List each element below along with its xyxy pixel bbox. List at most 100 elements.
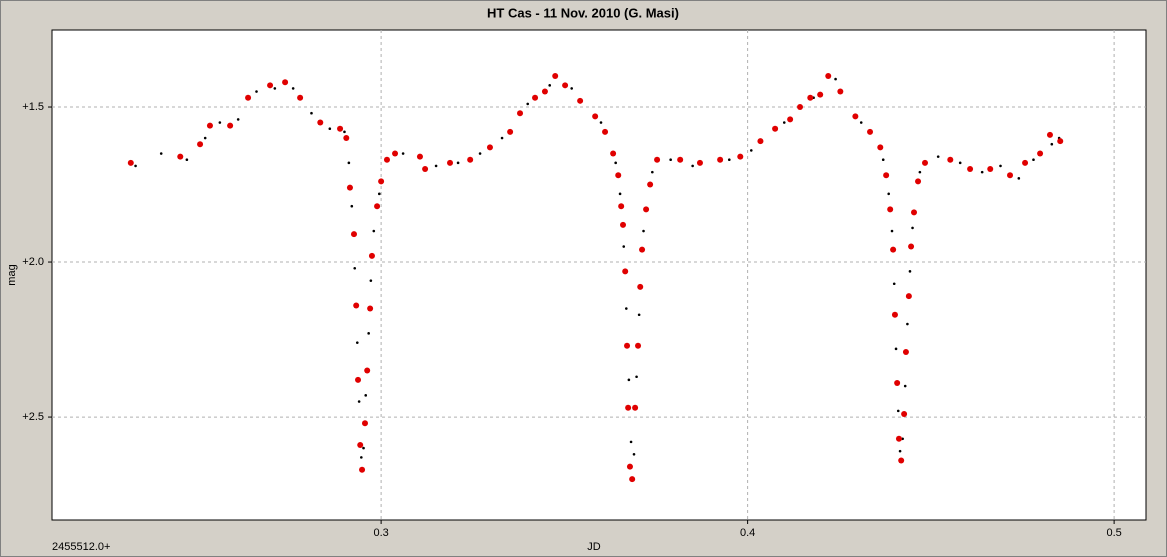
data-point <box>669 158 672 162</box>
data-point <box>825 73 832 80</box>
data-point <box>378 178 385 185</box>
data-point <box>772 125 779 132</box>
data-point <box>622 268 629 275</box>
data-point <box>677 156 684 163</box>
plot-area <box>51 29 1147 521</box>
data-point <box>632 452 636 456</box>
data-point <box>562 82 569 89</box>
data-point <box>635 375 638 379</box>
x-axis-label: JD <box>587 541 601 553</box>
data-point <box>696 159 703 166</box>
data-point <box>922 159 929 166</box>
data-point <box>911 226 914 230</box>
data-point <box>362 446 365 450</box>
data-point <box>625 307 628 310</box>
data-point <box>467 156 474 163</box>
data-point <box>577 97 584 104</box>
data-point <box>782 121 786 124</box>
data-point <box>255 90 258 93</box>
data-point <box>357 441 364 448</box>
data-point <box>592 113 599 120</box>
data-point <box>355 376 362 383</box>
data-point <box>282 79 289 86</box>
data-point <box>337 125 344 132</box>
data-point <box>749 149 753 152</box>
data-point <box>727 158 731 162</box>
data-point <box>629 476 636 483</box>
data-point <box>206 122 213 129</box>
data-point <box>291 87 295 90</box>
data-point <box>891 311 898 318</box>
data-point <box>629 440 633 444</box>
data-point <box>203 136 207 140</box>
data-point <box>691 164 694 168</box>
data-point <box>817 91 824 98</box>
data-point <box>797 104 804 111</box>
data-point <box>901 437 904 441</box>
data-point <box>364 367 371 374</box>
data-point <box>1017 177 1021 180</box>
data-point <box>552 73 559 80</box>
data-point <box>197 141 204 148</box>
data-point <box>877 144 884 151</box>
data-point <box>310 111 313 115</box>
data-point <box>887 192 891 196</box>
x-tick-label: 0.5 <box>1106 527 1121 539</box>
data-point <box>787 116 794 123</box>
data-point <box>218 121 222 124</box>
data-point <box>364 394 368 397</box>
data-point <box>958 161 962 165</box>
x-tick-label: 0.4 <box>740 527 755 539</box>
data-point <box>297 94 304 101</box>
data-point <box>350 231 357 238</box>
data-point <box>620 221 627 228</box>
data-point <box>895 435 902 442</box>
data-point <box>517 110 524 117</box>
data-point <box>447 159 454 166</box>
data-point <box>908 243 915 250</box>
data-point <box>717 156 724 163</box>
data-point <box>618 192 622 196</box>
data-point <box>905 293 912 300</box>
data-point <box>478 152 482 155</box>
data-point <box>987 166 994 173</box>
data-point <box>532 94 539 101</box>
data-point <box>999 164 1002 168</box>
data-point <box>353 266 357 270</box>
data-point <box>599 121 603 124</box>
data-point <box>359 466 366 473</box>
data-point <box>911 209 918 216</box>
y-tick-label: +2.0 <box>22 256 44 268</box>
data-point <box>374 203 381 210</box>
data-point <box>526 102 530 106</box>
data-point <box>367 332 370 335</box>
data-point <box>185 158 189 162</box>
y-tick-label: +1.5 <box>22 101 44 113</box>
data-point <box>227 122 234 129</box>
data-point <box>159 152 163 155</box>
data-point <box>908 270 912 273</box>
data-point <box>637 283 644 290</box>
data-point <box>618 203 625 210</box>
data-point <box>177 153 184 160</box>
data-point <box>570 87 573 90</box>
data-point <box>896 409 900 413</box>
data-point <box>635 342 642 349</box>
data-point <box>383 156 390 163</box>
data-point <box>372 229 376 233</box>
data-point <box>642 229 645 233</box>
data-point <box>343 135 350 142</box>
data-point <box>918 170 922 174</box>
data-point <box>859 121 863 124</box>
data-point <box>615 172 622 179</box>
data-point <box>892 282 896 286</box>
data-point <box>245 94 252 101</box>
data-point <box>626 463 633 470</box>
data-point <box>355 341 359 344</box>
data-point <box>980 170 984 174</box>
data-point <box>422 166 429 173</box>
data-point <box>837 88 844 95</box>
data-point <box>881 158 885 162</box>
data-point <box>610 150 617 157</box>
